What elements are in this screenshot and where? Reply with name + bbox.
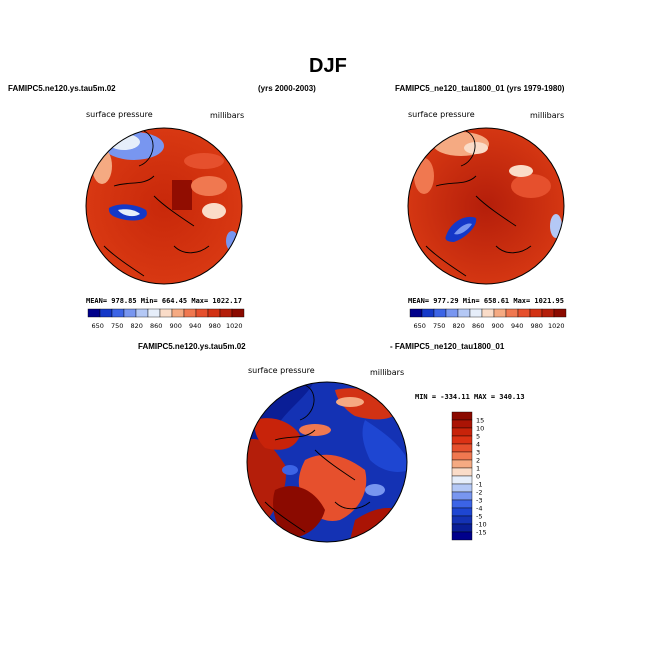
colorbar-swatch — [451, 531, 473, 541]
colorbar-tick-label: -5 — [476, 512, 482, 520]
colorbar-swatch — [451, 467, 473, 477]
colorbar-tick-label: 4 — [476, 440, 480, 448]
colorbar-swatch — [433, 308, 447, 318]
colorbar-swatch — [99, 308, 113, 318]
colorbar-tick-label: 940 — [511, 322, 523, 330]
colorbar-swatch — [451, 427, 473, 437]
left-units: millibars — [210, 111, 245, 120]
left-field-label: surface pressure — [86, 110, 153, 119]
colorbar-swatch — [481, 308, 495, 318]
diff-case-a: FAMIPC5.ne120.ys.tau5m.02 — [138, 342, 246, 351]
colorbar-tick-label: 980 — [209, 322, 221, 330]
colorbar-swatch — [159, 308, 173, 318]
left-polar-map — [85, 127, 243, 285]
colorbar-swatch — [451, 499, 473, 509]
colorbar-swatch — [451, 459, 473, 469]
colorbar-swatch — [409, 308, 423, 318]
left-years: (yrs 2000-2003) — [258, 84, 316, 93]
colorbar-tick-label: 1020 — [226, 322, 243, 330]
colorbar-swatch — [451, 515, 473, 525]
colorbar-swatch — [445, 308, 459, 318]
colorbar-tick-label: -4 — [476, 504, 482, 512]
left-case-name: FAMIPC5.ne120.ys.tau5m.02 — [8, 84, 116, 93]
diff-case-b: - FAMIPC5_ne120_tau1800_01 — [390, 342, 505, 351]
diff-units: millibars — [370, 368, 405, 377]
colorbar-tick-label: 900 — [492, 322, 504, 330]
diff-field-label: surface pressure — [248, 366, 315, 375]
colorbar-swatch — [493, 308, 507, 318]
colorbar-tick-label: 10 — [476, 424, 484, 432]
colorbar-tick-label: 820 — [453, 322, 465, 330]
colorbar-swatch — [517, 308, 531, 318]
right-units: millibars — [530, 111, 565, 120]
colorbar-swatch — [451, 443, 473, 453]
right-stats: MEAN= 977.29 Min= 658.61 Max= 1021.95 — [408, 297, 564, 305]
colorbar-tick-label: 15 — [476, 416, 484, 424]
colorbar-tick-label: 650 — [414, 322, 426, 330]
colorbar-swatch — [451, 507, 473, 517]
colorbar-tick-label: 3 — [476, 448, 480, 456]
colorbar-tick-label: -2 — [476, 488, 482, 496]
colorbar-swatch — [123, 308, 137, 318]
right-case-name: FAMIPC5_ne120_tau1800_01 (yrs 1979-1980) — [395, 84, 565, 93]
colorbar-tick-label: 2 — [476, 456, 480, 464]
colorbar-swatch — [135, 308, 149, 318]
left-stats: MEAN= 978.85 Min= 664.45 Max= 1022.17 — [86, 297, 242, 305]
left-colorbar: 650 750 820 860 900 940 980 1020 — [87, 308, 245, 330]
colorbar-tick-label: 1020 — [548, 322, 565, 330]
colorbar-swatch — [111, 308, 125, 318]
colorbar-swatch — [147, 308, 161, 318]
colorbar-swatch — [457, 308, 471, 318]
diff-polar-map — [246, 381, 408, 543]
colorbar-tick-label: 860 — [472, 322, 484, 330]
colorbar-swatch — [231, 308, 245, 318]
colorbar-swatch — [553, 308, 567, 318]
colorbar-tick-label: -15 — [476, 528, 487, 536]
colorbar-swatch — [207, 308, 221, 318]
colorbar-swatch — [219, 308, 233, 318]
colorbar-tick-label: 820 — [131, 322, 143, 330]
colorbar-tick-label: 0 — [476, 472, 480, 480]
colorbar-tick-label: 5 — [476, 432, 480, 440]
figure-title: DJF — [309, 55, 347, 77]
colorbar-swatch — [171, 308, 185, 318]
colorbar-tick-label: -1 — [476, 480, 482, 488]
colorbar-tick-label: 860 — [150, 322, 162, 330]
colorbar-tick-label: 750 — [111, 322, 123, 330]
colorbar-tick-label: 1 — [476, 464, 480, 472]
colorbar-tick-label: -10 — [476, 520, 487, 528]
colorbar-swatch — [183, 308, 197, 318]
colorbar-swatch — [421, 308, 435, 318]
colorbar-tick-label: 940 — [189, 322, 201, 330]
colorbar-swatch — [529, 308, 543, 318]
colorbar-swatch — [505, 308, 519, 318]
colorbar-tick-label: 750 — [433, 322, 445, 330]
colorbar-swatch — [451, 411, 473, 421]
colorbar-swatch — [451, 523, 473, 533]
colorbar-swatch — [451, 483, 473, 493]
diff-stats: MIN = -334.11 MAX = 340.13 — [415, 393, 525, 401]
colorbar-swatch — [451, 451, 473, 461]
colorbar-swatch — [451, 419, 473, 429]
colorbar-tick-label: 980 — [531, 322, 543, 330]
right-polar-map — [407, 127, 565, 285]
colorbar-tick-label: 650 — [92, 322, 104, 330]
colorbar-swatch — [451, 435, 473, 445]
colorbar-swatch — [469, 308, 483, 318]
right-field-label: surface pressure — [408, 110, 475, 119]
colorbar-tick-label: -3 — [476, 496, 482, 504]
colorbar-tick-label: 900 — [170, 322, 182, 330]
colorbar-swatch — [451, 491, 473, 501]
colorbar-swatch — [451, 475, 473, 485]
colorbar-swatch — [87, 308, 101, 318]
colorbar-swatch — [195, 308, 209, 318]
right-colorbar: 650 750 820 860 900 940 980 1020 — [409, 308, 567, 330]
colorbar-swatch — [541, 308, 555, 318]
